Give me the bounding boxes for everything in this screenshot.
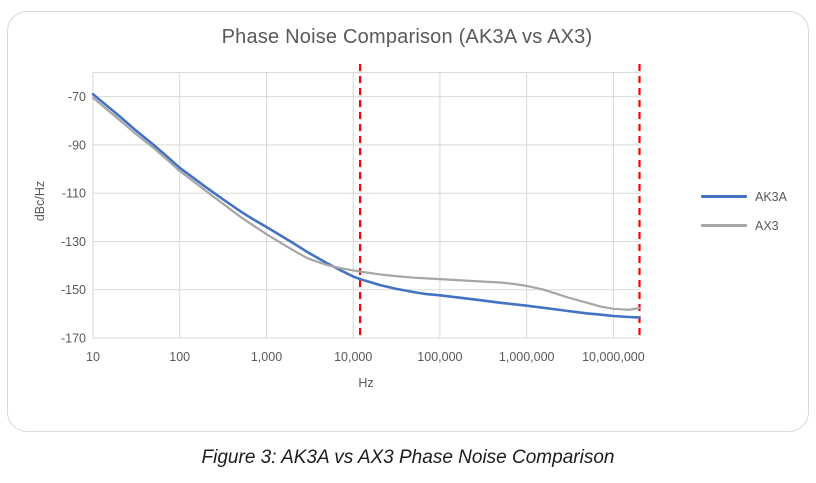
- x-tick-label: 100: [169, 350, 190, 364]
- legend-line-swatch-ax3: [701, 224, 747, 227]
- y-tick-label: -110: [62, 187, 86, 201]
- x-tick-label: 10: [86, 350, 100, 364]
- x-tick-label: 10,000: [334, 350, 372, 364]
- x-axis-title: Hz: [358, 376, 374, 390]
- y-tick-label: -170: [61, 332, 86, 346]
- y-tick-label: -150: [61, 283, 86, 297]
- y-tick-label: -90: [68, 138, 86, 152]
- figure-caption: Figure 3: AK3A vs AX3 Phase Noise Compar…: [201, 447, 615, 468]
- y-axis-title: dBc/Hz: [33, 180, 47, 222]
- y-tick-label: -70: [68, 90, 86, 104]
- x-tick-label: 10,000,000: [582, 350, 645, 364]
- legend-item-ax3: AX3: [701, 211, 787, 240]
- legend-line-swatch-ak3a: [701, 195, 747, 198]
- chart-title: Phase Noise Comparison (AK3A vs AX3): [221, 26, 593, 48]
- series-line-ak3a: [91, 92, 641, 319]
- legend-label-ax3: AX3: [755, 218, 779, 233]
- y-tick-label: -130: [61, 235, 86, 249]
- legend-label-ak3a: AK3A: [755, 189, 787, 204]
- x-tick-label: 1,000,000: [499, 350, 555, 364]
- chart-card: [7, 11, 809, 432]
- chart-legend: AK3A AX3: [701, 182, 787, 240]
- x-tick-label: 1,000: [251, 350, 282, 364]
- x-tick-label: 100,000: [417, 350, 462, 364]
- series-line-ax3: [91, 96, 641, 311]
- legend-item-ak3a: AK3A: [701, 182, 787, 211]
